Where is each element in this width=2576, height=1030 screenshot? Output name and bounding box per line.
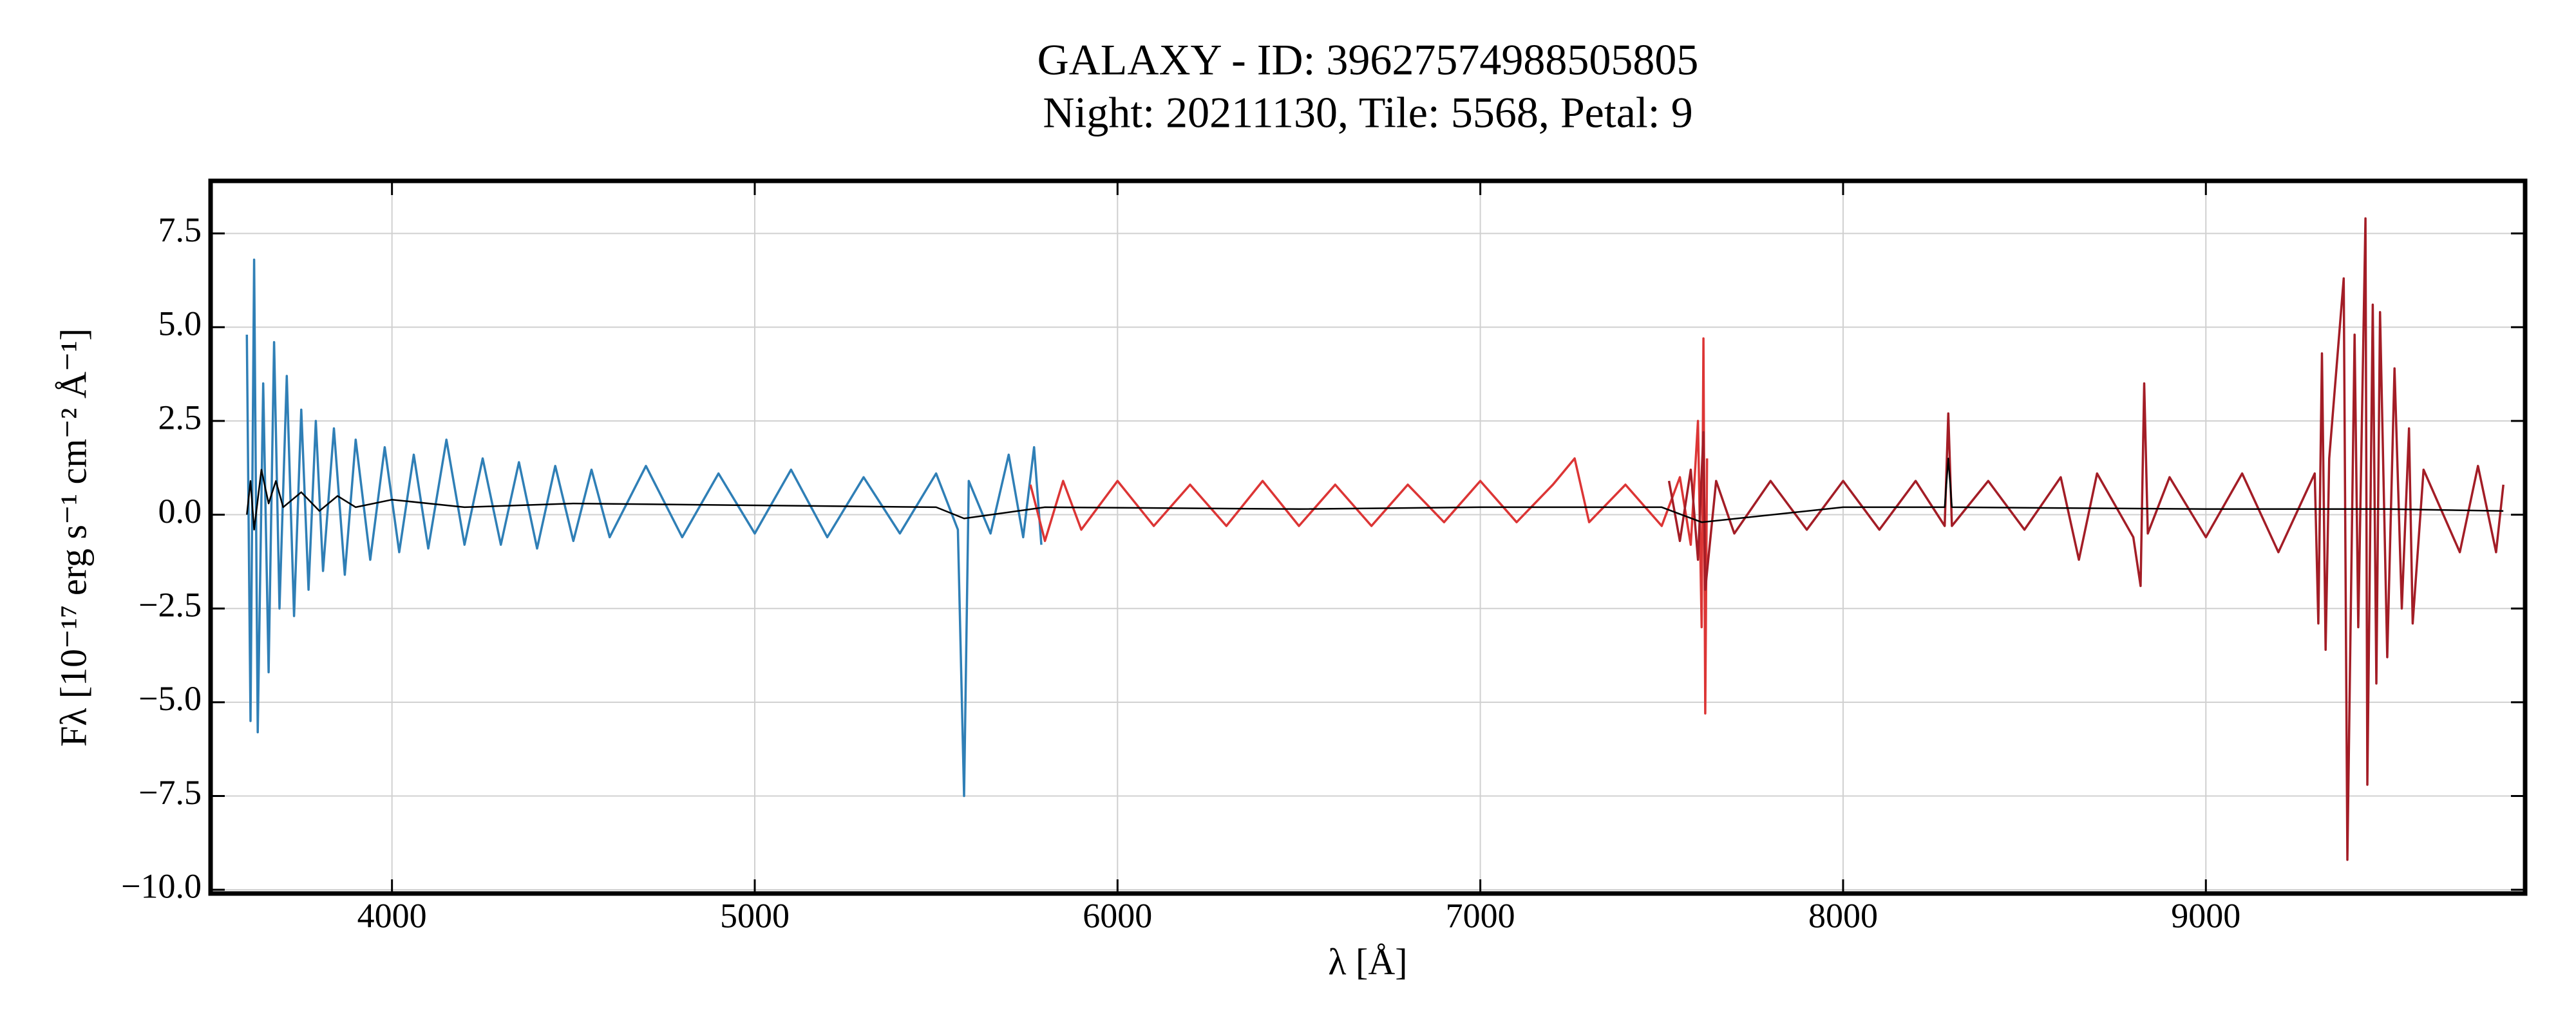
y-tick-label: −7.5: [138, 773, 202, 812]
y-axis-label: Fλ [10⁻¹⁷ erg s⁻¹ cm⁻² Å⁻¹]: [52, 328, 94, 747]
y-tick-label: 7.5: [158, 211, 202, 249]
x-tick-label: 6000: [1083, 896, 1152, 935]
y-tick-label: 0.0: [158, 492, 202, 530]
chart-subtitle: Night: 20211130, Tile: 5568, Petal: 9: [1043, 88, 1692, 137]
spectrum-line: [245, 258, 1043, 798]
x-tick-label: 9000: [2171, 896, 2240, 935]
grid: [211, 181, 2525, 894]
axes-frame: [208, 178, 2528, 896]
x-axis-label: λ [Å]: [1328, 941, 1407, 982]
spectrum-line: [1029, 337, 1709, 715]
y-tick-label: −10.0: [121, 867, 202, 906]
plot-area: [245, 217, 2505, 861]
x-tick-label: 7000: [1446, 896, 1515, 935]
y-tick-label: −5.0: [138, 679, 202, 718]
model-line: [246, 457, 2504, 531]
x-tick-label: 5000: [720, 896, 790, 935]
y-tick-label: −2.5: [138, 586, 202, 624]
chart-title: GALAXY - ID: 39627574988505805: [1037, 35, 1699, 84]
x-tick-label: 8000: [1808, 896, 1878, 935]
x-tick-label: 4000: [357, 896, 427, 935]
y-tick-label: 5.0: [158, 304, 202, 343]
spectrum-line: [1667, 217, 2505, 861]
y-tick-label: 2.5: [158, 398, 202, 436]
